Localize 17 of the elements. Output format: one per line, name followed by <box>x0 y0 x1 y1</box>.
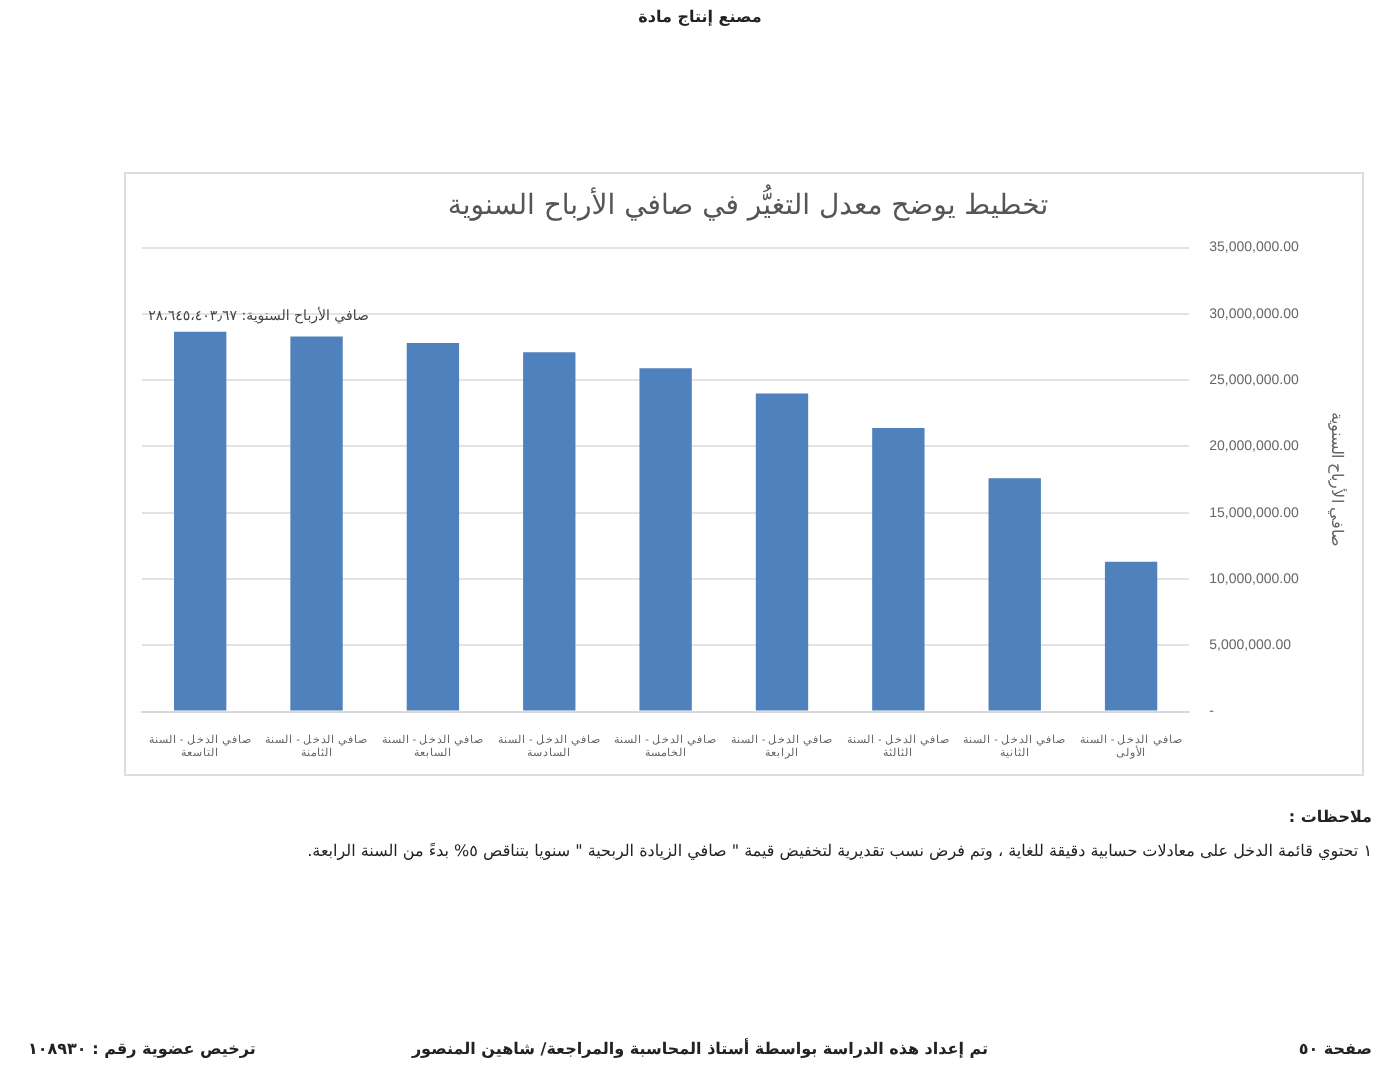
bar <box>406 343 460 711</box>
text: مصنع إنتاج مادة <box>636 8 764 26</box>
y-axis-title: صافي الأرباح السنوية <box>1327 412 1348 548</box>
bar <box>174 331 227 711</box>
text: تم إعداد هذه الدراسة بواسطة أستاذ المحاسبة والمراجعة/ شاهين المنصور <box>411 1040 989 1058</box>
bar <box>988 478 1041 711</box>
bar <box>872 427 925 711</box>
bar <box>523 352 576 711</box>
bar <box>1104 561 1158 711</box>
bar <box>290 336 343 711</box>
bar <box>639 368 692 711</box>
text: صفحة ٥٠ <box>1298 1040 1372 1058</box>
text: ملاحظات : <box>1288 808 1372 826</box>
bar <box>755 393 809 711</box>
chart-title: تخطيط يوضح معدل التغيُّر في صافي الأرباح السنوية <box>447 182 1049 223</box>
text: ١ تحتوي قائمة الدخل على معادلات حسابية دقيقة للغاية ، وتم فرض نسب تقديرية لتخفيض قيمة " صافي الزيادة الربحية " سنويا بتناقص ٥% بدءً من السنة الرابعة. <box>307 842 1372 860</box>
text: ترخيص عضوية رقم : ١٠٨٩٣٠ <box>28 1040 256 1058</box>
